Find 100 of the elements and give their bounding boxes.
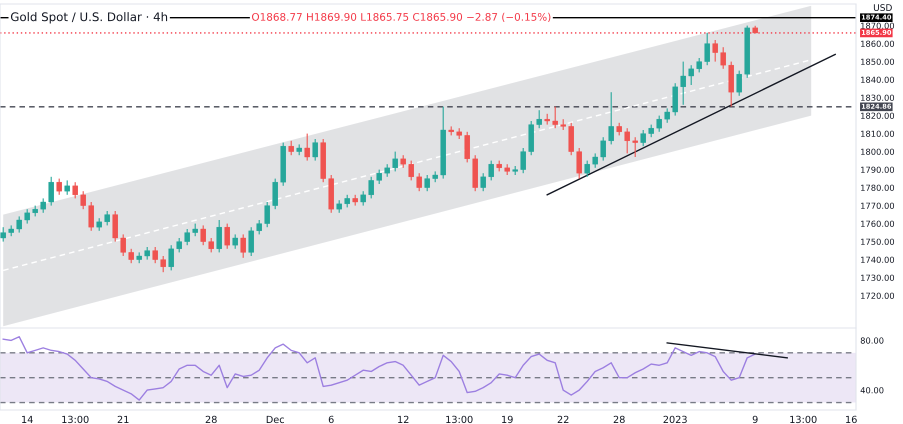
y-tick-label: 1790.00: [861, 166, 894, 173]
candlestick: [456, 128, 462, 140]
candlestick: [296, 144, 302, 156]
candlestick: [360, 190, 366, 206]
x-tick-label: 19: [502, 416, 513, 424]
x-tick-label: 6: [328, 416, 334, 424]
candlestick: [304, 133, 310, 162]
candlestick: [592, 152, 598, 168]
candlestick: [232, 234, 238, 250]
y-tick-label: 1740.00: [861, 256, 894, 263]
candlestick: [272, 178, 278, 210]
candlestick: [448, 126, 454, 136]
y-tick-label: 1750.00: [861, 238, 894, 245]
candlestick: [184, 228, 190, 246]
x-tick-label: 13:00: [790, 416, 817, 424]
candlestick: [408, 160, 414, 181]
candlestick: [192, 223, 198, 237]
candlestick: [376, 169, 382, 185]
candlestick: [80, 190, 86, 210]
y-tick-label: 1820.00: [861, 112, 894, 119]
candlestick: [632, 136, 638, 158]
x-tick-label: 14: [22, 416, 33, 423]
candlestick: [8, 224, 14, 237]
x-tick-label: Dec: [266, 416, 284, 424]
candlestick: [88, 201, 94, 232]
x-tick-label: 2023: [664, 416, 687, 424]
candlestick: [712, 39, 718, 62]
candlestick: [312, 138, 318, 162]
candlestick: [344, 194, 350, 208]
candlestick: [584, 160, 590, 178]
candlestick: [368, 176, 374, 199]
candlestick: [152, 246, 158, 264]
candlestick: [432, 170, 438, 183]
x-tick-label: 28: [206, 416, 217, 424]
candlestick: [520, 147, 526, 174]
candlestick: [608, 92, 614, 145]
candlestick: [560, 118, 566, 131]
x-tick-label: 12: [398, 416, 408, 423]
candlestick: [680, 61, 686, 106]
x-tick-label: 28: [614, 416, 625, 424]
y-tick-label: 1730.00: [861, 274, 894, 281]
candlestick: [0, 226, 6, 242]
candlestick: [136, 252, 142, 264]
candlestick: [64, 180, 70, 196]
candlestick: [496, 160, 502, 172]
candlestick: [656, 115, 662, 132]
line-series: [2, 336, 756, 401]
y-tick-label: 1720.00: [861, 292, 894, 299]
x-tick-label: 16: [846, 416, 857, 424]
candlestick: [704, 32, 710, 66]
x-tick-label: 13:00: [62, 416, 89, 424]
candlestick: [424, 174, 430, 192]
candlestick: [504, 164, 510, 176]
x-tick-label: 21: [118, 416, 128, 423]
candlestick: [648, 124, 654, 138]
y-tick-label: 1870.00: [861, 22, 894, 29]
y-tick-label: 80.00: [860, 337, 884, 344]
candlestick: [176, 237, 182, 253]
candlestick: [96, 218, 102, 232]
candlestick: [32, 205, 38, 217]
candlestick: [104, 210, 110, 226]
candlestick: [552, 106, 558, 129]
candlestick: [736, 70, 742, 96]
candlestick: [208, 237, 214, 253]
candlestick: [544, 113, 550, 126]
candlestick: [48, 176, 54, 206]
y-tick-label: 1810.00: [861, 130, 894, 137]
y-tick-label: 1840.00: [861, 76, 894, 83]
candlestick: [144, 246, 150, 260]
candlestick: [400, 154, 406, 168]
text: O1868.77 H1869.90 L1865.75 C1865.90 −2.87 (−0.15%): [252, 12, 550, 22]
candlestick: [512, 165, 518, 176]
candlestick: [160, 255, 166, 273]
candlestick: [120, 234, 126, 257]
candlestick: [480, 172, 486, 192]
y-tick-label: 1760.00: [861, 220, 894, 227]
candlestick: [336, 200, 342, 214]
y-tick-label: 1850.00: [861, 58, 894, 65]
candlestick: [24, 208, 30, 224]
candlestick: [216, 219, 222, 253]
candlestick: [264, 201, 270, 228]
candlestick: [488, 160, 494, 181]
candlestick: [224, 223, 230, 250]
y-tick-label: 1800.00: [861, 148, 894, 155]
y-tick-label: 1860.00: [861, 40, 894, 47]
text: Gold Spot / U.S. Dollar · 4h: [10, 12, 168, 24]
candlestick: [624, 128, 630, 154]
candlestick: [128, 248, 134, 264]
candlestick: [352, 194, 358, 206]
candlestick: [384, 164, 390, 178]
candlestick: [248, 226, 254, 257]
candlestick: [416, 172, 422, 192]
candlestick: [72, 182, 78, 199]
y-tick-label: 1830.00: [861, 94, 894, 101]
x-tick-label: 13:00: [446, 416, 473, 424]
candlestick: [256, 219, 262, 235]
candlestick: [536, 110, 542, 129]
y-tick-label: 1770.00: [861, 202, 894, 209]
candlestick: [696, 57, 702, 73]
candlestick: [288, 140, 294, 156]
